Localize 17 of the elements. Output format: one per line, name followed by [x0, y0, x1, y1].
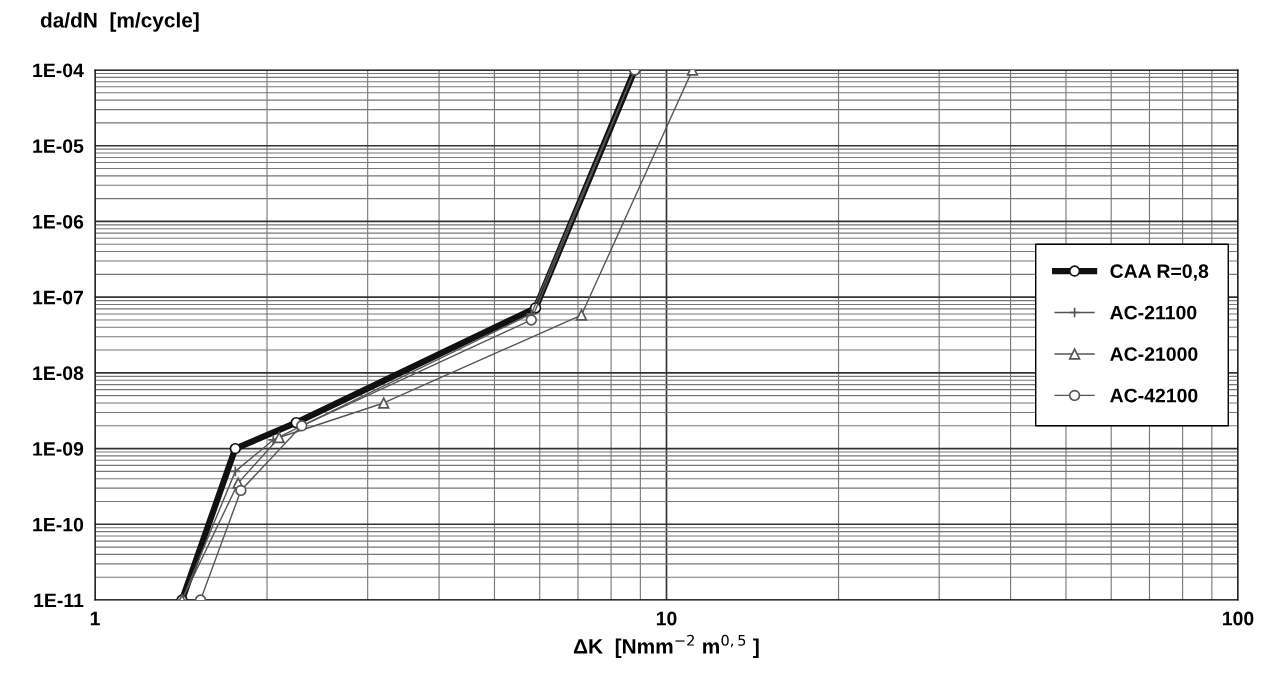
x-axis-title: ΔK [Nmm$^{−2}$ m$^{0,5}$ ] — [573, 634, 759, 658]
y-tick-label: 1E-11 — [34, 593, 84, 608]
y-tick-label: 1E-04 — [33, 63, 84, 78]
y-tick-label: 1E-07 — [33, 290, 84, 305]
y-tick-label: 1E-05 — [33, 139, 84, 153]
legend-label: CAA R=0,8 — [1110, 264, 1209, 281]
y-tick-label: 1E-06 — [33, 214, 84, 229]
y-tick-label: 1E-10 — [33, 517, 84, 532]
x-tick-label: 1 — [90, 611, 100, 626]
legend-label: AC-42100 — [1110, 388, 1198, 403]
legend-label: AC-21000 — [1110, 347, 1198, 361]
y-axis-title: da/dN [m/cycle] — [40, 12, 199, 32]
y-tick-label: 1E-08 — [33, 366, 84, 381]
x-tick-label: 100 — [1223, 611, 1254, 626]
x-tick-label: 10 — [656, 611, 677, 626]
y-tick-label: 1E-09 — [33, 442, 84, 456]
legend-label: AC-21100 — [1110, 305, 1197, 320]
